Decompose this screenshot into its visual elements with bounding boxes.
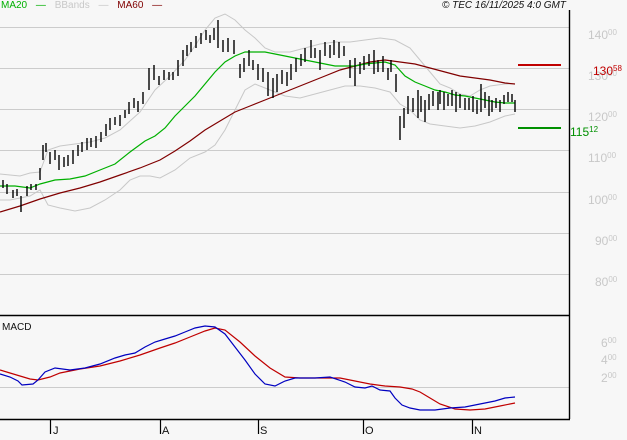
month-ticks xyxy=(49,420,474,434)
price-axis-label-140: 14000 xyxy=(588,28,617,42)
macd-signal-line xyxy=(0,327,516,411)
macd-axis-label-200: 200 xyxy=(601,371,617,385)
price-axis-label-110: 11000 xyxy=(588,151,617,165)
month-label-n: N xyxy=(474,425,482,437)
month-label-a: A xyxy=(162,425,170,437)
bollinger-bands xyxy=(0,13,516,212)
macd-axis-label-600: 600 xyxy=(601,336,617,350)
price-axis-label-90: 9000 xyxy=(595,234,618,248)
legend-bbands: BBands — xyxy=(54,0,109,11)
resistance-label: 13058 xyxy=(593,64,622,78)
legend-ma60: MA60 — xyxy=(117,0,163,11)
month-label-o: O xyxy=(365,425,374,437)
macd-panel-title: MACD xyxy=(2,322,32,333)
macd-line xyxy=(0,325,516,411)
price-bars xyxy=(2,20,516,212)
macd-axis-label-400: 400 xyxy=(601,353,617,367)
ma20-line xyxy=(0,51,515,189)
legend-ma20: MA20 — xyxy=(1,0,46,11)
ma60-line xyxy=(0,59,516,213)
price-axis-label-100: 10000 xyxy=(588,193,617,207)
chart-frame xyxy=(0,10,571,421)
chart-legend: MA20 — BBands — MA60 — xyxy=(1,0,168,12)
copyright-text: © TEC 16/11/2025 4:0 GMT xyxy=(442,0,566,11)
price-axis-label-130: 13000 xyxy=(588,69,617,83)
price-gridlines xyxy=(0,27,569,388)
month-label-j: J xyxy=(53,425,59,437)
price-axis-label-120: 12000 xyxy=(588,110,617,124)
price-axis-label-80: 8000 xyxy=(595,275,618,289)
support-label: 11512 xyxy=(570,125,599,139)
month-label-s: S xyxy=(260,425,268,437)
